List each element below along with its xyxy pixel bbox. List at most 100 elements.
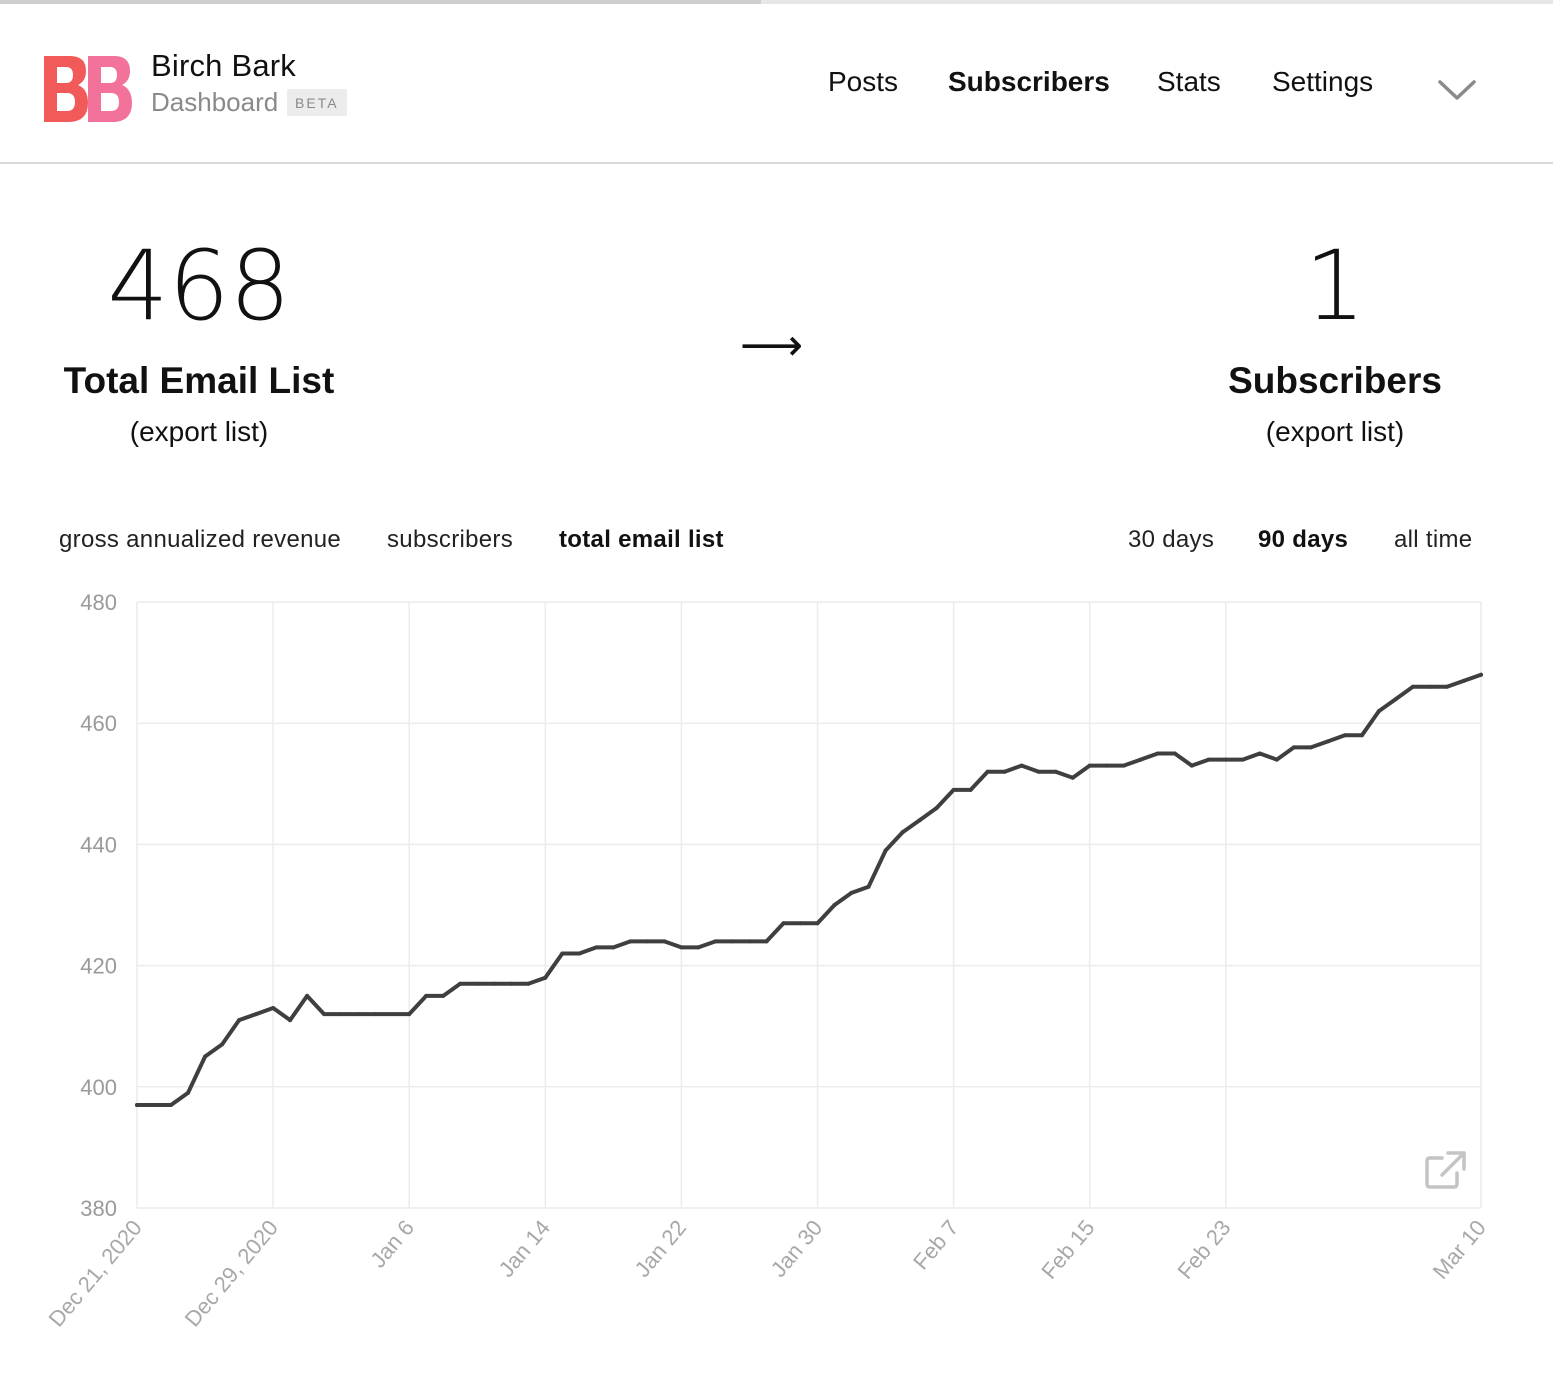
data-point <box>577 951 582 956</box>
data-point <box>849 890 854 895</box>
chevron-down-icon[interactable] <box>1437 74 1477 104</box>
data-point <box>1223 757 1228 762</box>
data-point <box>713 939 718 944</box>
y-tick-label: 400 <box>80 1075 117 1100</box>
data-point <box>730 939 735 944</box>
nav-subscribers[interactable]: Subscribers <box>948 66 1110 97</box>
data-point <box>237 1018 242 1023</box>
page-load-progress-fill <box>0 0 761 4</box>
data-point <box>1240 757 1245 762</box>
data-point <box>1428 684 1432 689</box>
range-90-days[interactable]: 90 days <box>1258 526 1349 553</box>
range-all-time[interactable]: all time <box>1394 526 1473 553</box>
y-tick-label: 480 <box>80 590 117 615</box>
data-point <box>271 1006 276 1010</box>
data-point <box>1138 757 1143 762</box>
data-point <box>832 903 837 907</box>
x-tick-label: Mar 10 <box>1428 1215 1491 1284</box>
tab-gross-annualized-revenue[interactable]: gross annualized revenue <box>59 526 342 553</box>
nav-settings[interactable]: Settings <box>1272 66 1374 97</box>
subscribers-label: Subscribers <box>1228 360 1442 401</box>
x-tick-label: Jan 30 <box>766 1215 828 1282</box>
data-point <box>1410 684 1415 689</box>
data-point <box>764 939 769 944</box>
x-tick-label: Dec 21, 2020 <box>44 1215 147 1331</box>
subscribers-count: 1 <box>1304 230 1366 342</box>
data-point <box>1206 757 1211 762</box>
data-point <box>1308 745 1313 750</box>
tab-total-email-list[interactable]: total email list <box>559 526 724 553</box>
x-tick-label: Dec 29, 2020 <box>180 1215 283 1331</box>
data-point <box>747 939 752 944</box>
data-point <box>951 787 956 792</box>
data-point <box>798 921 803 926</box>
data-point <box>1393 697 1398 701</box>
total-email-list-label: Total Email List <box>63 360 335 401</box>
data-point <box>645 939 650 944</box>
data-point <box>1019 763 1024 768</box>
export-total-list-link[interactable]: (export list) <box>129 416 269 447</box>
data-point <box>1342 733 1347 738</box>
data-point <box>815 921 820 926</box>
data-point <box>254 1012 259 1017</box>
data-point <box>1445 684 1449 689</box>
data-point <box>356 1012 361 1017</box>
data-point <box>492 981 497 986</box>
data-point <box>696 945 701 950</box>
top-header: Birch Bark Dashboard BETA Posts Subscrib… <box>0 4 1553 164</box>
nav-stats[interactable]: Stats <box>1157 66 1221 97</box>
arrow-right-icon: ⟶ <box>740 321 804 370</box>
data-point <box>934 806 939 810</box>
data-point <box>679 945 684 950</box>
data-point <box>611 945 616 950</box>
y-tick-label: 420 <box>80 954 117 979</box>
total-email-list-stat: 468 Total Email List (export list) <box>40 238 358 448</box>
y-tick-label: 460 <box>80 711 117 736</box>
data-point <box>220 1042 225 1047</box>
data-point <box>203 1054 208 1059</box>
data-point <box>475 981 480 986</box>
data-point <box>1087 763 1092 768</box>
external-link-icon[interactable] <box>1424 1150 1468 1190</box>
chart-series <box>135 672 1483 1107</box>
tab-subscribers[interactable]: subscribers <box>387 526 514 553</box>
data-point <box>322 1012 327 1017</box>
data-point <box>509 981 514 986</box>
data-point <box>390 1012 395 1017</box>
data-point <box>339 1012 344 1017</box>
x-tick-label: Feb 7 <box>908 1215 963 1274</box>
nav-posts[interactable]: Posts <box>828 66 899 97</box>
series-line-total-email-list <box>135 672 1483 1107</box>
x-tick-label: Jan 6 <box>365 1215 419 1272</box>
data-point <box>1104 763 1109 768</box>
data-point <box>1053 769 1058 774</box>
chart-grid <box>136 601 1482 1209</box>
data-point <box>1036 769 1041 774</box>
data-point <box>169 1103 173 1107</box>
data-point <box>1462 678 1466 683</box>
range-30-days[interactable]: 30 days <box>1128 526 1215 553</box>
data-point <box>1189 763 1194 768</box>
chart-x-axis: Dec 21, 2020 Dec 29, 2020 Jan 6 Jan 14 Jan 2… <box>44 1215 1491 1331</box>
birch-bark-logo[interactable] <box>42 54 134 124</box>
data-point <box>1257 751 1262 756</box>
page-load-progress-bar <box>0 0 1553 4</box>
data-point <box>441 993 446 998</box>
data-point <box>628 939 633 944</box>
data-point <box>662 939 667 944</box>
data-point <box>1359 733 1364 738</box>
brand-subtitle: Dashboard <box>151 87 279 117</box>
data-point <box>305 993 310 998</box>
x-tick-label: Feb 23 <box>1172 1215 1235 1284</box>
x-tick-label: Feb 15 <box>1036 1215 1099 1284</box>
data-point <box>1479 672 1483 677</box>
data-point <box>883 848 888 853</box>
data-point <box>900 830 905 835</box>
data-point <box>1291 745 1296 750</box>
data-point <box>1070 775 1075 780</box>
chart-y-axis: 480 460 440 420 400 380 <box>80 590 117 1221</box>
export-subscribers-list-link[interactable]: (export list) <box>1265 416 1405 447</box>
x-tick-label: Jan 14 <box>494 1215 556 1282</box>
data-point <box>407 1012 412 1017</box>
